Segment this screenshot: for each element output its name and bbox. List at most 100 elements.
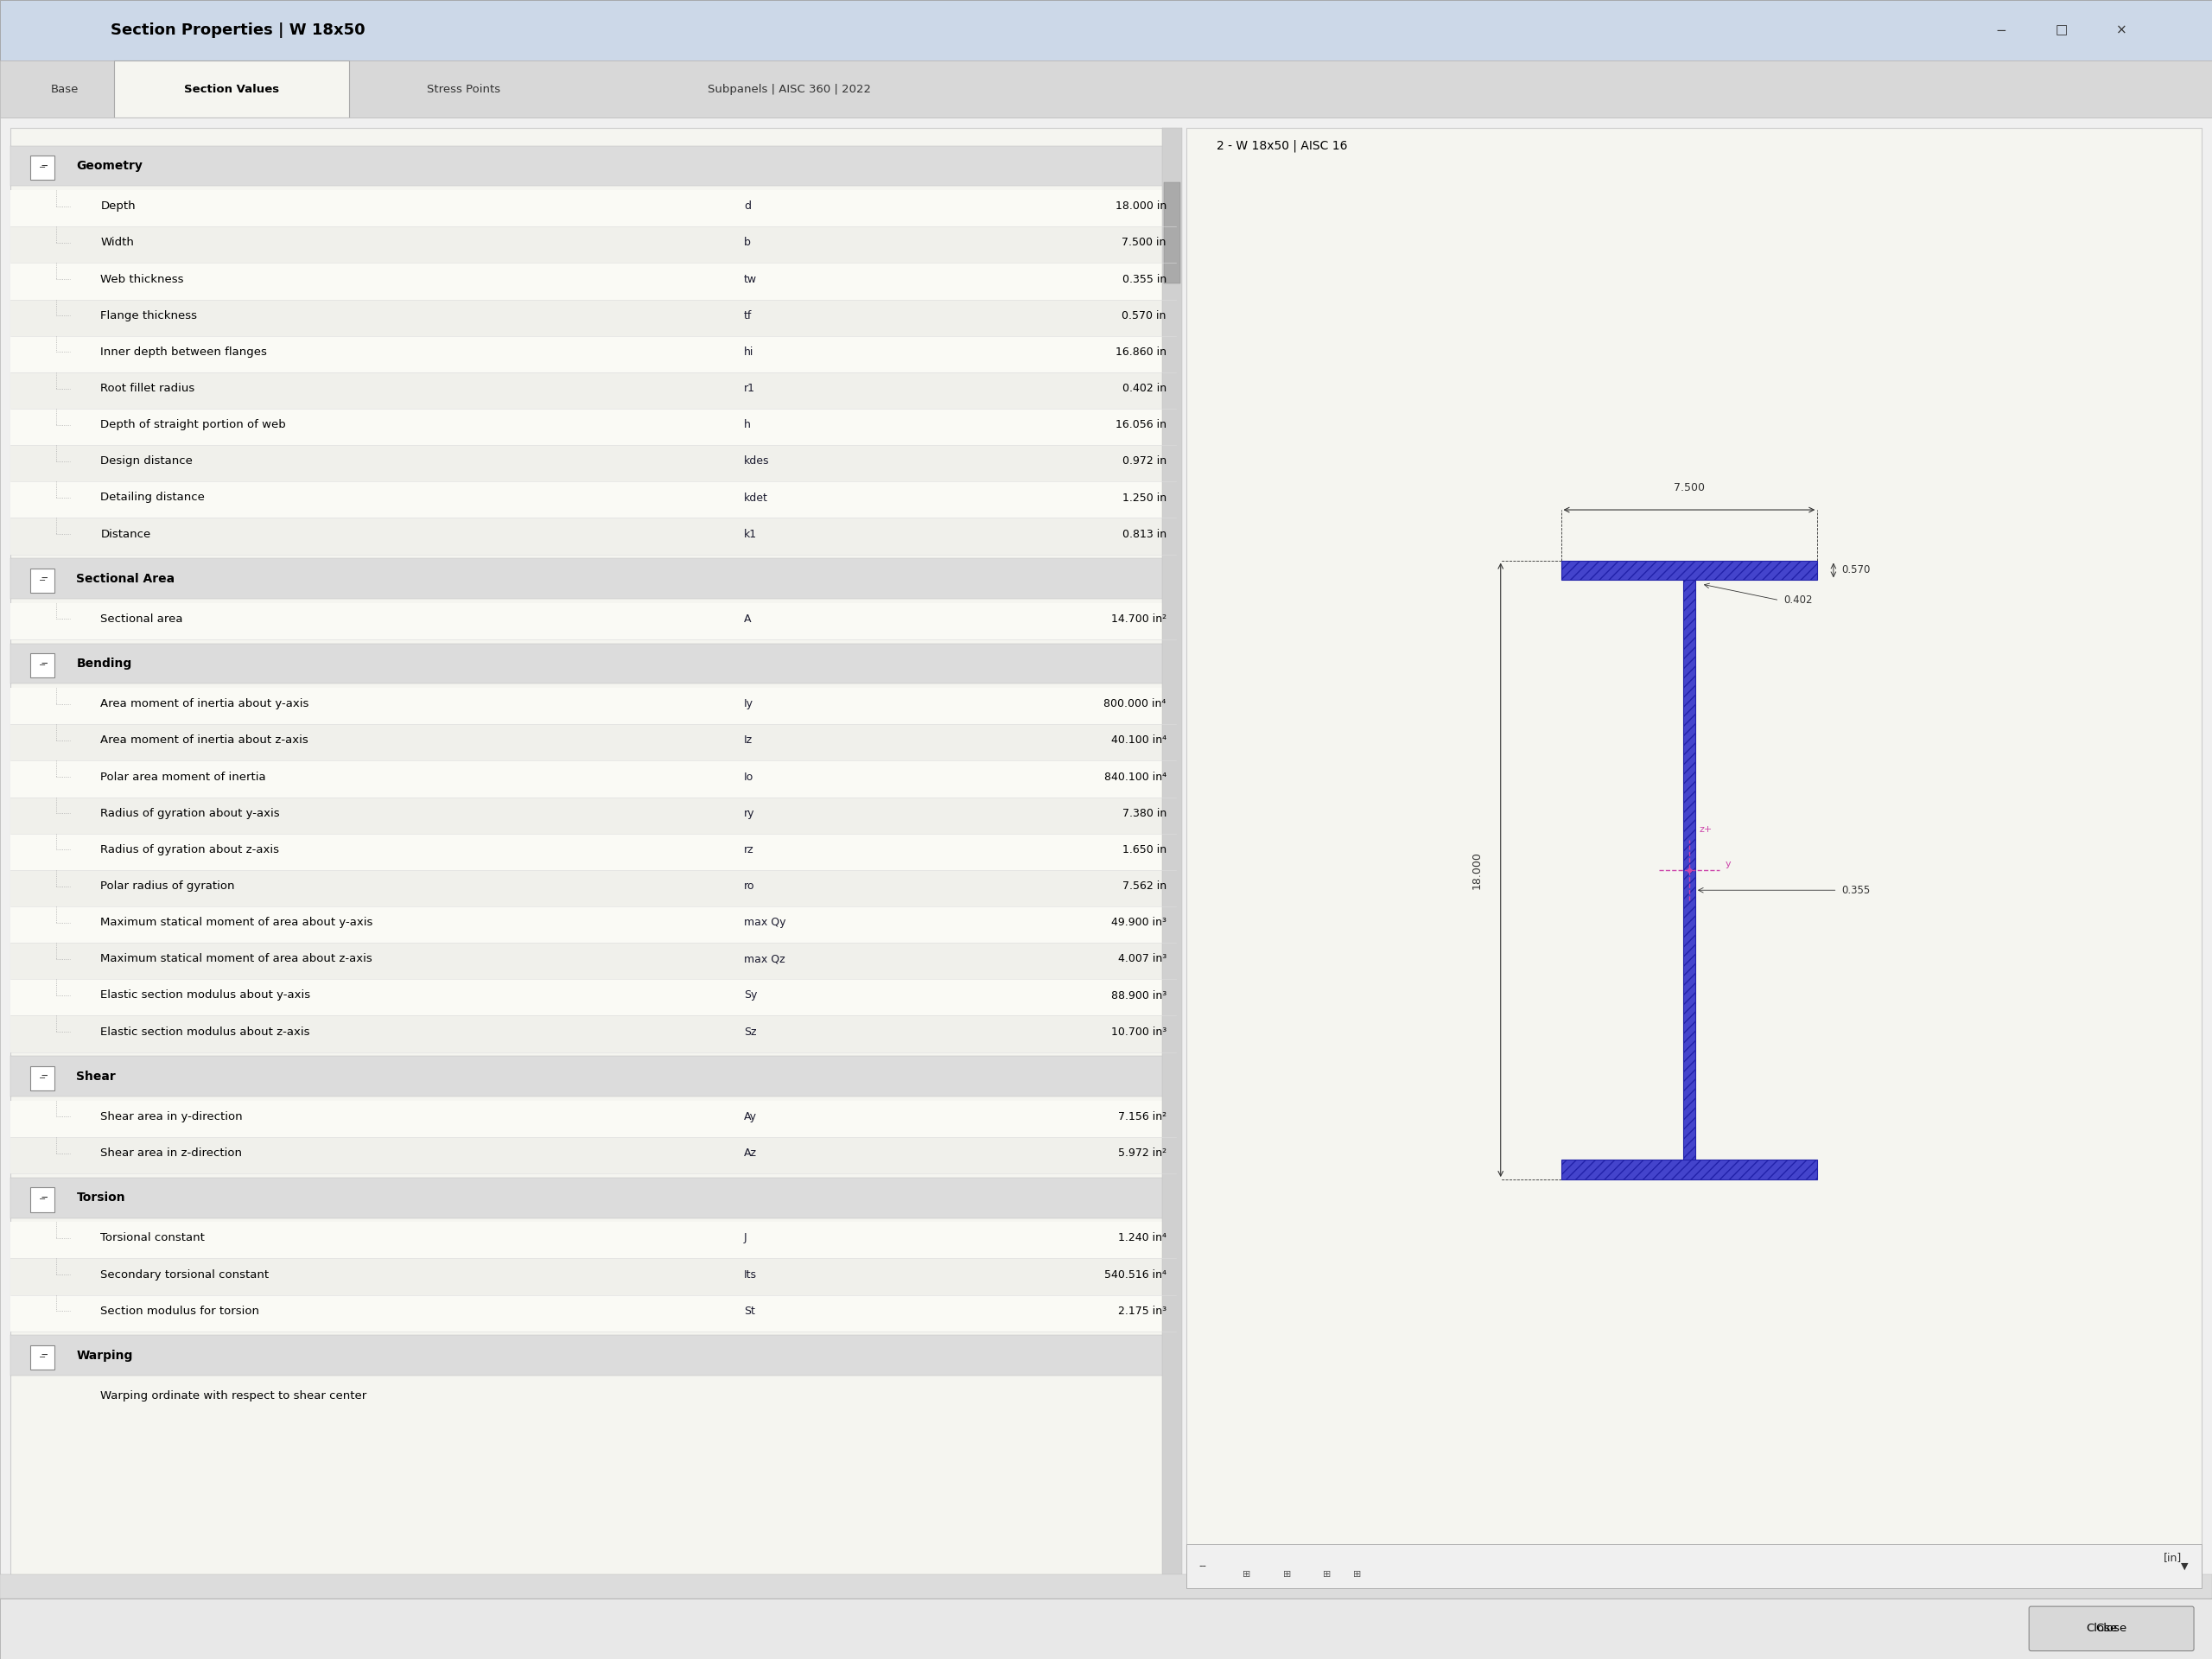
Text: Iz: Iz <box>743 735 752 747</box>
FancyBboxPatch shape <box>31 1345 55 1370</box>
Text: Section Values: Section Values <box>184 83 279 95</box>
FancyBboxPatch shape <box>11 1294 1177 1331</box>
Text: Ay: Ay <box>743 1112 757 1123</box>
FancyBboxPatch shape <box>11 761 1177 796</box>
Text: ro: ro <box>743 881 754 893</box>
Text: Shear area in z-direction: Shear area in z-direction <box>100 1148 243 1160</box>
FancyBboxPatch shape <box>11 1335 1177 1375</box>
Text: 800.000 in⁴: 800.000 in⁴ <box>1104 698 1166 710</box>
Text: Flange thickness: Flange thickness <box>100 310 197 322</box>
FancyBboxPatch shape <box>31 1067 55 1090</box>
Text: 18.000 in: 18.000 in <box>1115 201 1166 212</box>
Text: Bending: Bending <box>77 657 133 670</box>
Text: Detailing distance: Detailing distance <box>100 493 206 503</box>
Text: Io: Io <box>743 771 754 783</box>
Text: −: − <box>42 1070 46 1082</box>
Text: 7.380 in: 7.380 in <box>1121 808 1166 820</box>
Text: −: − <box>42 1350 46 1360</box>
Text: Sz: Sz <box>743 1027 757 1037</box>
FancyBboxPatch shape <box>0 61 2212 118</box>
FancyBboxPatch shape <box>11 227 1177 264</box>
FancyBboxPatch shape <box>11 942 1177 979</box>
Text: ×: × <box>2117 23 2128 36</box>
Text: Sectional Area: Sectional Area <box>77 572 175 584</box>
Text: Base: Base <box>51 83 80 95</box>
Text: Elastic section modulus about z-axis: Elastic section modulus about z-axis <box>100 1027 310 1037</box>
Text: Sectional area: Sectional area <box>100 614 184 625</box>
FancyBboxPatch shape <box>11 796 1177 833</box>
Text: ⊞: ⊞ <box>1354 1569 1360 1578</box>
FancyBboxPatch shape <box>11 1223 1177 1259</box>
Text: ⊞: ⊞ <box>1323 1569 1332 1578</box>
FancyBboxPatch shape <box>11 408 1177 445</box>
Text: max Qz: max Qz <box>743 954 785 964</box>
FancyBboxPatch shape <box>31 156 55 181</box>
Text: 7.156 in²: 7.156 in² <box>1117 1112 1166 1123</box>
Text: −: − <box>42 161 46 171</box>
Text: z+: z+ <box>1699 825 1712 833</box>
FancyBboxPatch shape <box>11 833 1177 869</box>
Text: 7.500: 7.500 <box>1674 483 1705 494</box>
Text: 14.700 in²: 14.700 in² <box>1110 614 1166 625</box>
FancyBboxPatch shape <box>31 1188 55 1211</box>
Text: −: − <box>40 1073 46 1083</box>
Text: 1.250 in: 1.250 in <box>1121 493 1166 503</box>
Text: 10.700 in³: 10.700 in³ <box>1110 1027 1166 1037</box>
FancyBboxPatch shape <box>11 1100 1177 1136</box>
Text: □: □ <box>2055 23 2068 36</box>
Text: −: − <box>40 576 46 586</box>
Text: tf: tf <box>743 310 752 322</box>
Text: b: b <box>743 237 750 249</box>
Text: Root fillet radius: Root fillet radius <box>100 383 195 395</box>
FancyBboxPatch shape <box>11 1136 1177 1173</box>
Text: 540.516 in⁴: 540.516 in⁴ <box>1104 1269 1166 1281</box>
FancyBboxPatch shape <box>0 1574 2212 1598</box>
Text: Warping: Warping <box>77 1349 133 1362</box>
FancyBboxPatch shape <box>11 979 1177 1015</box>
Text: −: − <box>1995 23 2006 36</box>
Text: 0.972 in: 0.972 in <box>1121 456 1166 466</box>
Text: A: A <box>743 614 752 625</box>
Text: r1: r1 <box>743 383 754 395</box>
FancyBboxPatch shape <box>1161 128 1183 1588</box>
Text: --: -- <box>1199 1561 1206 1571</box>
Text: 2.175 in³: 2.175 in³ <box>1117 1306 1166 1317</box>
FancyBboxPatch shape <box>11 128 1177 1588</box>
FancyBboxPatch shape <box>11 264 1177 299</box>
Text: 0.570 in: 0.570 in <box>1121 310 1166 322</box>
Text: Shear: Shear <box>77 1070 115 1082</box>
Text: Web thickness: Web thickness <box>100 274 184 285</box>
FancyBboxPatch shape <box>1186 1543 2201 1588</box>
Text: 1.240 in⁴: 1.240 in⁴ <box>1117 1233 1166 1244</box>
FancyBboxPatch shape <box>1562 1160 1818 1180</box>
FancyBboxPatch shape <box>11 146 1177 186</box>
Text: [in]: [in] <box>2163 1553 2181 1563</box>
FancyBboxPatch shape <box>11 191 1177 227</box>
Text: 88.900 in³: 88.900 in³ <box>1110 990 1166 1000</box>
FancyBboxPatch shape <box>11 906 1177 942</box>
Text: 0.402 in: 0.402 in <box>1121 383 1166 395</box>
Text: −: − <box>40 1354 46 1362</box>
FancyBboxPatch shape <box>11 1057 1177 1097</box>
Text: −: − <box>42 572 46 584</box>
FancyBboxPatch shape <box>0 0 2212 61</box>
Text: 1.650 in: 1.650 in <box>1121 844 1166 856</box>
Text: 0.355: 0.355 <box>1840 884 1869 896</box>
Text: 5.972 in²: 5.972 in² <box>1117 1148 1166 1160</box>
FancyBboxPatch shape <box>0 118 2212 1598</box>
Text: Radius of gyration about z-axis: Radius of gyration about z-axis <box>100 844 279 856</box>
Text: 840.100 in⁴: 840.100 in⁴ <box>1104 771 1166 783</box>
FancyBboxPatch shape <box>11 602 1177 639</box>
Text: −: − <box>42 1193 46 1203</box>
Text: −: − <box>40 164 46 173</box>
Text: Inner depth between flanges: Inner depth between flanges <box>100 347 268 358</box>
Text: Stress Points: Stress Points <box>427 83 500 95</box>
Text: kdet: kdet <box>743 493 768 503</box>
Text: ▼: ▼ <box>2181 1561 2188 1571</box>
Text: d: d <box>743 201 750 212</box>
FancyBboxPatch shape <box>1562 561 1818 581</box>
FancyBboxPatch shape <box>1164 182 1181 284</box>
Text: 0.355 in: 0.355 in <box>1121 274 1166 285</box>
Text: Area moment of inertia about y-axis: Area moment of inertia about y-axis <box>100 698 310 710</box>
Text: 7.562 in: 7.562 in <box>1121 881 1166 893</box>
